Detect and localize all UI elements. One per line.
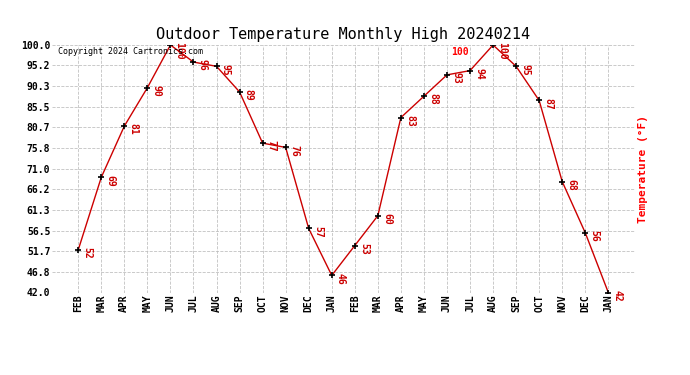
Text: 46: 46	[336, 273, 346, 284]
Text: 83: 83	[405, 115, 415, 126]
Text: 95: 95	[520, 63, 531, 75]
Text: 81: 81	[128, 123, 139, 135]
Title: Outdoor Temperature Monthly High 20240214: Outdoor Temperature Monthly High 2024021…	[156, 27, 531, 42]
Text: 100: 100	[497, 42, 507, 60]
Text: 69: 69	[106, 174, 115, 186]
Text: Copyright 2024 Cartronics.com: Copyright 2024 Cartronics.com	[57, 48, 203, 57]
Text: 100: 100	[451, 48, 469, 57]
Text: 42: 42	[613, 290, 622, 302]
Text: 100: 100	[175, 42, 185, 60]
Text: 87: 87	[543, 98, 553, 109]
Text: 52: 52	[82, 247, 92, 259]
Text: 94: 94	[474, 68, 484, 80]
Text: 77: 77	[267, 140, 277, 152]
Text: 96: 96	[197, 59, 208, 71]
Text: 89: 89	[244, 89, 254, 101]
Text: 95: 95	[221, 63, 230, 75]
Text: 93: 93	[451, 72, 461, 84]
Text: 90: 90	[152, 85, 161, 97]
Text: 88: 88	[428, 93, 438, 105]
Y-axis label: Temperature (°F): Temperature (°F)	[638, 115, 648, 223]
Text: 56: 56	[589, 230, 600, 242]
Text: 76: 76	[290, 145, 300, 156]
Text: 57: 57	[313, 226, 323, 237]
Text: 68: 68	[566, 179, 576, 190]
Text: 60: 60	[382, 213, 392, 225]
Text: 53: 53	[359, 243, 369, 255]
